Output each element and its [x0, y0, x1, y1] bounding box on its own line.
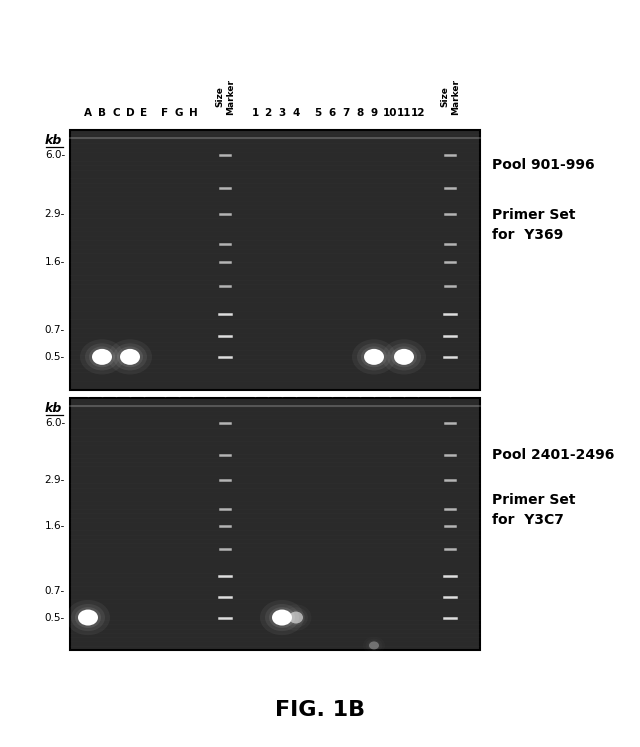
Ellipse shape [85, 344, 119, 371]
Text: B: B [98, 108, 106, 118]
Text: FIG. 1B: FIG. 1B [275, 700, 365, 720]
Ellipse shape [391, 347, 417, 368]
Text: A: A [84, 108, 92, 118]
Text: kb: kb [45, 134, 62, 146]
Text: E: E [140, 108, 148, 118]
Ellipse shape [364, 349, 384, 365]
Text: F: F [161, 108, 168, 118]
Ellipse shape [108, 339, 152, 374]
Ellipse shape [272, 610, 292, 625]
Text: Primer Set
for  Y369: Primer Set for Y369 [492, 208, 575, 242]
Text: 6: 6 [328, 108, 335, 118]
Ellipse shape [387, 344, 421, 371]
Text: 6.0-: 6.0- [45, 150, 65, 160]
Ellipse shape [117, 347, 143, 368]
Ellipse shape [92, 349, 112, 365]
Text: 0.7-: 0.7- [45, 586, 65, 596]
Text: C: C [112, 108, 120, 118]
Ellipse shape [89, 347, 115, 368]
Text: G: G [175, 108, 183, 118]
Text: 4: 4 [292, 108, 300, 118]
Ellipse shape [80, 339, 124, 374]
Text: 2: 2 [264, 108, 271, 118]
FancyBboxPatch shape [70, 130, 480, 390]
Ellipse shape [265, 604, 299, 631]
Text: Size
Marker: Size Marker [215, 79, 235, 115]
Text: 12: 12 [411, 108, 425, 118]
Ellipse shape [352, 339, 396, 374]
Ellipse shape [75, 607, 101, 628]
Ellipse shape [287, 610, 305, 625]
Text: 8: 8 [356, 108, 364, 118]
Text: 6.0-: 6.0- [45, 418, 65, 428]
Ellipse shape [369, 642, 379, 649]
Text: 5: 5 [314, 108, 322, 118]
Ellipse shape [361, 347, 387, 368]
Ellipse shape [382, 339, 426, 374]
Ellipse shape [260, 600, 304, 635]
Text: 10: 10 [383, 108, 397, 118]
Text: 3: 3 [278, 108, 285, 118]
Text: 1.6-: 1.6- [45, 258, 65, 267]
Text: 7: 7 [342, 108, 349, 118]
Text: 0.7-: 0.7- [45, 324, 65, 335]
Text: 1.6-: 1.6- [45, 521, 65, 531]
Ellipse shape [394, 349, 414, 365]
FancyBboxPatch shape [70, 398, 480, 650]
Ellipse shape [113, 344, 147, 371]
Ellipse shape [66, 600, 110, 635]
Ellipse shape [357, 344, 391, 371]
Ellipse shape [269, 607, 295, 628]
Text: Primer Set
for  Y3C7: Primer Set for Y3C7 [492, 493, 575, 527]
Text: Size
Marker: Size Marker [440, 79, 460, 115]
Ellipse shape [289, 612, 303, 624]
Text: 0.5-: 0.5- [45, 613, 65, 622]
Text: Pool 901-996: Pool 901-996 [492, 158, 595, 172]
Text: kb: kb [45, 401, 62, 415]
Ellipse shape [78, 610, 98, 625]
Ellipse shape [120, 349, 140, 365]
Text: 2.9-: 2.9- [45, 209, 65, 219]
Ellipse shape [71, 604, 105, 631]
Text: 9: 9 [371, 108, 378, 118]
Text: H: H [189, 108, 197, 118]
Text: Pool 2401-2496: Pool 2401-2496 [492, 448, 614, 462]
Text: 2.9-: 2.9- [45, 475, 65, 485]
Text: 0.5-: 0.5- [45, 352, 65, 362]
Text: D: D [125, 108, 134, 118]
Text: 1: 1 [252, 108, 259, 118]
Text: 11: 11 [397, 108, 412, 118]
